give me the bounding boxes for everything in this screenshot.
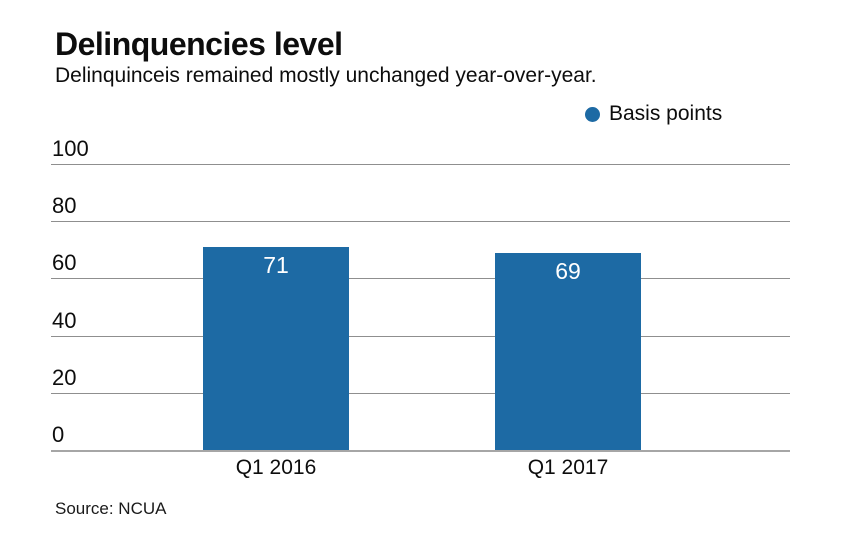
gridline bbox=[51, 392, 790, 394]
source-attribution: Source: NCUA bbox=[55, 499, 167, 518]
gridline bbox=[51, 335, 790, 337]
gridline bbox=[51, 164, 790, 165]
gridline bbox=[51, 221, 790, 223]
legend-label: Basis points bbox=[609, 102, 723, 125]
gridline bbox=[51, 278, 790, 280]
bar-q1-2017: 69 bbox=[495, 252, 641, 450]
y-axis-tick-label: 40 bbox=[52, 307, 77, 333]
bar-value-label: 71 bbox=[263, 251, 289, 278]
y-axis-tick-label: 60 bbox=[52, 250, 77, 276]
y-axis-tick-label: 20 bbox=[52, 364, 77, 390]
y-axis-tick-label: 100 bbox=[52, 136, 89, 161]
x-axis-category-label: Q1 2016 bbox=[235, 456, 317, 479]
y-axis-tick-label: 0 bbox=[52, 422, 65, 447]
chart-subtitle: Delinquinceis remained mostly unchanged … bbox=[55, 64, 597, 87]
chart-title: Delinquencies level bbox=[55, 26, 343, 62]
bar-q1-2016: 71 bbox=[203, 246, 349, 450]
y-axis-tick-label: 80 bbox=[52, 193, 77, 219]
x-axis-category-label: Q1 2017 bbox=[527, 456, 609, 479]
legend: Basis points bbox=[585, 102, 722, 126]
bar-value-label: 69 bbox=[555, 257, 581, 284]
legend-dot-icon bbox=[585, 106, 600, 122]
x-axis-baseline bbox=[51, 450, 790, 452]
